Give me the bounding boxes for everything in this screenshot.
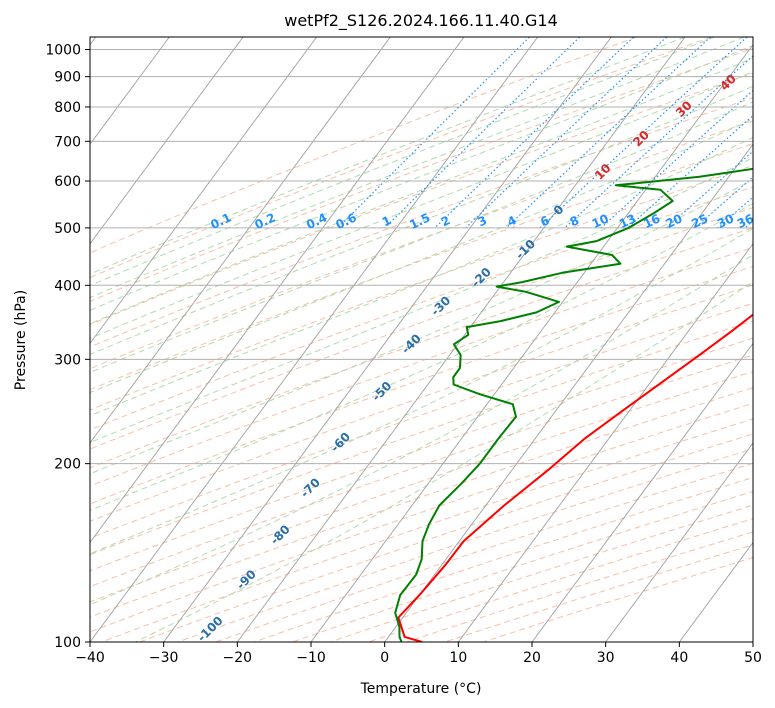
y-tick-label: 100 [54,635,81,651]
dry-adiabat-line [90,97,753,348]
x-tick-label: 40 [670,650,688,666]
isotherm-line [531,342,753,642]
reference-lines [90,37,753,642]
y-tick-label: 300 [54,352,81,368]
y-tick-label: 800 [54,100,81,116]
pressure-gridlines [90,49,753,642]
isotherm-line [310,43,753,642]
dry-adiabat-line [90,284,753,522]
isotherm-line [90,37,391,444]
moist-adiabat-line [90,37,715,287]
y-tick-label: 200 [54,457,81,473]
dry-adiabat-line [90,37,712,279]
profile-series [394,167,753,642]
dry-adiabat-line [90,302,753,539]
isotherm-line [384,143,753,642]
isotherm-line [90,37,318,345]
dry-adiabat-line [90,246,753,487]
chart-title: wetPf2_S126.2024.166.11.40.G14 [284,11,558,31]
x-tick-label: −10 [296,650,326,666]
mixing-ratio-label: 13 [617,211,638,231]
mixing-ratio-line [666,150,753,229]
moist-adiabat-line [90,44,753,311]
dry-adiabat-line [90,37,637,254]
plot-frame [89,36,754,643]
moist-adiabat-line [90,71,753,339]
x-tick-label: 0 [380,650,389,666]
mixing-ratio-label: 10 [590,211,611,231]
isotherm-line [163,37,612,642]
isotherm-line [90,37,465,544]
mixing-ratio-line [434,37,634,229]
mixing-ratio-label: 20 [663,211,684,231]
moist-adiabat-line [90,101,753,373]
mixing-ratio-label: 16 [641,211,662,231]
x-tick-label: 20 [523,650,541,666]
dry-adiabat-line [90,186,753,431]
dry-adiabat-line [90,165,753,411]
moist-adiabat-line [90,136,753,417]
mixing-ratio-line [505,37,711,229]
x-tick-label: 30 [597,650,615,666]
x-tick-label: −20 [223,650,253,666]
x-tick-label: 50 [744,650,762,666]
isotherm-line [90,37,244,245]
x-tick-label: −40 [75,650,105,666]
moist-adiabat-line [90,227,753,555]
y-tick-label: 700 [54,134,81,150]
moist-adiabat-line [135,281,753,642]
x-axis: −40 −30 −20 −10 0 10 20 30 40 50 [75,642,762,666]
moist-adiabat-line [90,157,753,444]
dewpoint-profile-line [394,167,753,642]
dry-adiabat-line [90,47,753,302]
isotherm-line [90,37,170,146]
dry-adiabat-line [90,354,753,588]
isotherm-line [90,37,539,642]
mixing-ratio-line [600,89,753,229]
mixing-ratio-line [564,54,753,229]
mixing-ratio-label: 36 [735,211,756,231]
y-tick-label: 900 [54,70,81,86]
moist-adiabat-line [90,37,745,299]
y-tick-label: 400 [54,278,81,294]
x-tick-label: −30 [149,650,179,666]
y-axis: 1000 900 800 700 600 500 400 300 200 100 [45,43,90,651]
x-tick-label: 10 [449,650,467,666]
y-tick-label: 500 [54,221,81,237]
isotherm-line [605,442,753,642]
temperature-profile-line [397,313,753,642]
mixing-ratio-label: 30 [715,211,736,231]
isotherm-line [457,243,753,642]
mixing-ratio-label: 25 [689,211,710,231]
y-tick-label: 600 [54,174,81,190]
y-tick-label: 1000 [45,43,81,59]
mixing-ratio-line [337,37,530,229]
dry-adiabat-line [90,387,753,618]
y-axis-label: Pressure (hPa) [13,290,29,390]
x-axis-label: Temperature (°C) [360,681,482,697]
